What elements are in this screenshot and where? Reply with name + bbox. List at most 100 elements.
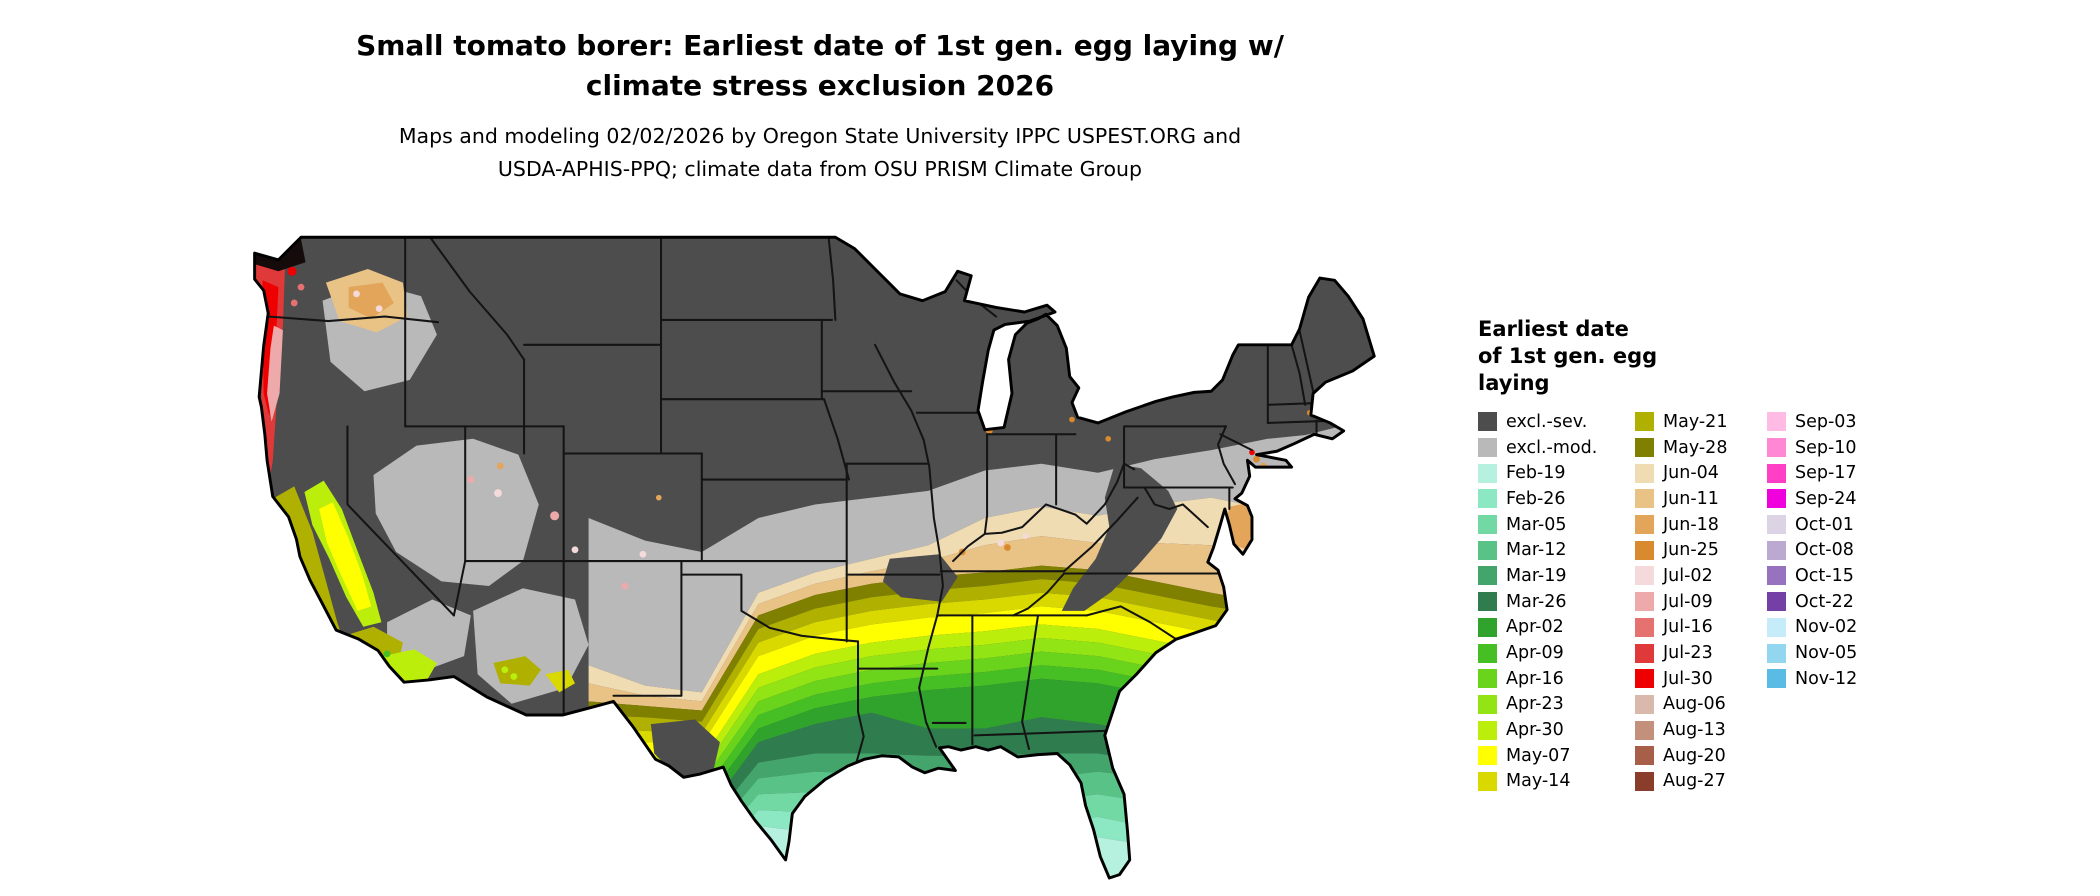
legend-label: excl.-sev. [1506, 411, 1588, 432]
legend-entry: Sep-03 [1767, 409, 1857, 435]
legend-entry: Aug-27 [1635, 769, 1767, 795]
legend-label: Jun-04 [1663, 463, 1719, 484]
legend-label: Jul-09 [1663, 591, 1713, 612]
legend-swatch [1767, 566, 1786, 586]
legend-label: Jul-16 [1663, 617, 1713, 638]
legend-label: Oct-22 [1795, 591, 1854, 612]
legend-swatch [1767, 463, 1786, 483]
legend-label: May-14 [1506, 771, 1571, 792]
legend-swatch [1767, 669, 1786, 689]
page-title-line2: climate stress exclusion 2026 [585, 69, 1055, 102]
legend-swatch [1478, 515, 1497, 535]
legend-swatch [1767, 617, 1786, 637]
legend-swatch [1635, 643, 1654, 663]
legend-swatch [1767, 438, 1786, 458]
legend-entry: Nov-12 [1767, 666, 1857, 692]
legend-label: Mar-26 [1506, 591, 1567, 612]
legend-swatch [1635, 694, 1654, 714]
legend-label: Aug-20 [1663, 745, 1726, 766]
legend-label: Mar-12 [1506, 540, 1567, 561]
legend-label: Sep-03 [1795, 411, 1857, 432]
legend-entry: Sep-24 [1767, 486, 1857, 512]
legend-swatch [1635, 617, 1654, 637]
legend-entry: Nov-02 [1767, 615, 1857, 641]
legend-entry: Aug-06 [1635, 692, 1767, 718]
legend-entry: Oct-01 [1767, 512, 1857, 538]
legend-label: May-07 [1506, 745, 1571, 766]
legend-entry: Feb-19 [1478, 460, 1635, 486]
legend-entry: Jul-23 [1635, 640, 1767, 666]
legend-label: Jul-02 [1663, 565, 1713, 586]
legend-entry: Apr-09 [1478, 640, 1635, 666]
legend-swatch [1478, 438, 1497, 458]
legend-entry: Mar-05 [1478, 512, 1635, 538]
legend-label: Apr-23 [1506, 694, 1564, 715]
legend-column-1: excl.-sev. excl.-mod. Feb-19 Feb-26 Mar-05 Ma… [1478, 409, 1635, 794]
legend-swatch [1478, 669, 1497, 689]
legend-label: excl.-mod. [1506, 437, 1598, 458]
legend-swatch [1635, 720, 1654, 740]
legend-label: Apr-02 [1506, 617, 1564, 638]
legend-entry: Sep-10 [1767, 435, 1857, 461]
legend-label: May-21 [1663, 411, 1728, 432]
legend-entry: excl.-sev. [1478, 409, 1635, 435]
legend-label: Sep-24 [1795, 488, 1857, 509]
legend-swatch [1478, 643, 1497, 663]
legend-label: Jun-11 [1663, 488, 1719, 509]
legend-swatch [1478, 566, 1497, 586]
subtitle: Maps and modeling 02/02/2026 by Oregon S… [0, 120, 1640, 186]
legend-swatch [1767, 540, 1786, 560]
legend-entry: May-28 [1635, 435, 1767, 461]
legend-label: Jul-30 [1663, 668, 1713, 689]
legend-swatch [1635, 463, 1654, 483]
legend-swatch [1635, 540, 1654, 560]
legend-label: May-28 [1663, 437, 1728, 458]
legend-entry: Apr-30 [1478, 717, 1635, 743]
legend-entry: May-21 [1635, 409, 1767, 435]
legend-swatch [1478, 720, 1497, 740]
legend-columns: excl.-sev. excl.-mod. Feb-19 Feb-26 Mar-05 Ma… [1478, 409, 1948, 794]
legend-label: Mar-05 [1506, 514, 1567, 535]
legend-label: Oct-01 [1795, 514, 1854, 535]
map-header: Small tomato borer: Earliest date of 1st… [0, 26, 1640, 186]
legend-label: Aug-13 [1663, 720, 1726, 741]
legend-entry: Oct-08 [1767, 537, 1857, 563]
legend-swatch [1478, 412, 1497, 432]
legend-label: Aug-27 [1663, 771, 1726, 792]
legend-swatch [1478, 592, 1497, 612]
legend-swatch [1767, 515, 1786, 535]
legend-column-2: May-21 May-28 Jun-04 Jun-11 Jun-18 Jun-25 Jul-… [1635, 409, 1767, 794]
legend-swatch [1767, 592, 1786, 612]
map-legend: Earliest date of 1st gen. egg laying exc… [1478, 316, 1948, 794]
legend-swatch [1635, 592, 1654, 612]
legend-swatch [1478, 694, 1497, 714]
legend-label: Feb-19 [1506, 463, 1566, 484]
map-paint-layers [254, 237, 1375, 879]
legend-label: Apr-16 [1506, 668, 1564, 689]
legend-title-line3: laying [1478, 371, 1550, 395]
legend-label: Nov-05 [1795, 643, 1858, 664]
legend-swatch [1635, 438, 1654, 458]
legend-entry: excl.-mod. [1478, 435, 1635, 461]
legend-entry: Jun-11 [1635, 486, 1767, 512]
legend-entry: Nov-05 [1767, 640, 1857, 666]
legend-swatch [1478, 489, 1497, 509]
legend-entry: Aug-13 [1635, 717, 1767, 743]
legend-label: Oct-15 [1795, 565, 1854, 586]
legend-swatch [1478, 746, 1497, 766]
legend-entry: Mar-19 [1478, 563, 1635, 589]
legend-swatch [1635, 746, 1654, 766]
legend-swatch [1767, 489, 1786, 509]
legend-entry: May-07 [1478, 743, 1635, 769]
legend-swatch [1478, 617, 1497, 637]
legend-entry: Jun-18 [1635, 512, 1767, 538]
legend-entry: Feb-26 [1478, 486, 1635, 512]
legend-label: Nov-02 [1795, 617, 1858, 638]
legend-swatch [1635, 489, 1654, 509]
legend-entry: Apr-16 [1478, 666, 1635, 692]
legend-label: Mar-19 [1506, 565, 1567, 586]
legend-label: Jun-25 [1663, 540, 1719, 561]
legend-swatch [1478, 463, 1497, 483]
legend-entry: Jun-04 [1635, 460, 1767, 486]
